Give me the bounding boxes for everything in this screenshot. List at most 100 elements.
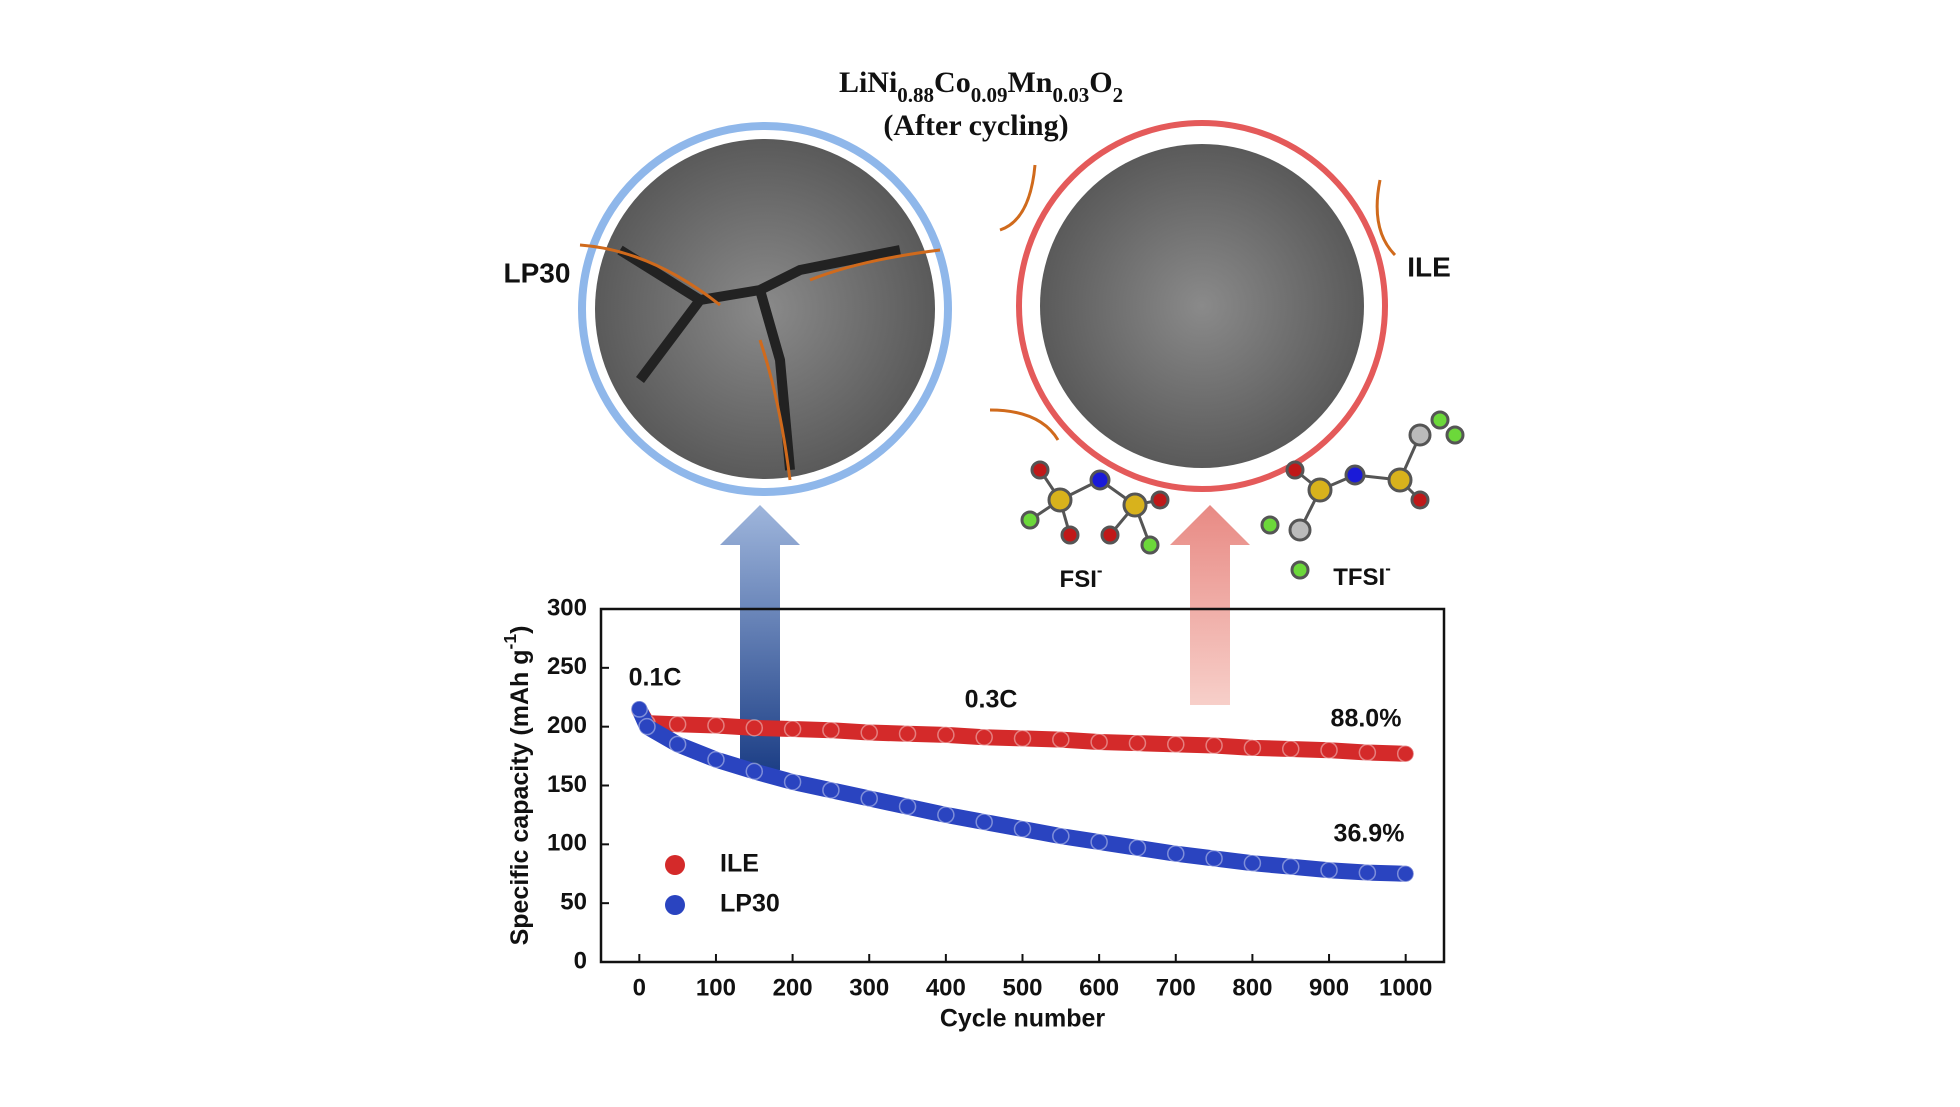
data-point <box>1013 820 1032 838</box>
data-point <box>1128 839 1147 857</box>
anion-label: TFSI- <box>1333 559 1391 591</box>
text-part: ) <box>506 626 534 634</box>
series-line <box>631 701 1414 882</box>
data-point <box>745 762 764 781</box>
data-point <box>1128 734 1147 752</box>
y-tick-label: 0 <box>574 947 587 974</box>
text-part: 0.03 <box>1052 83 1089 107</box>
y-tick-label: 50 <box>560 889 587 916</box>
y-tick-label: 200 <box>547 712 587 739</box>
chart: 0 100 200 300 400 500 600 700 800 900 1000 0 50 100 15… <box>500 594 1446 1033</box>
x-tick-label: 800 <box>1232 974 1272 1001</box>
data-point <box>1090 733 1108 751</box>
text-part: Specific capacity (mAh g <box>506 649 534 945</box>
x-tick-label: 500 <box>1002 974 1042 1001</box>
text-part: 0.88 <box>897 83 934 107</box>
data-point <box>668 735 687 754</box>
annotation: 0.3C <box>965 686 1018 714</box>
data-point <box>1320 741 1338 759</box>
legend-label: LP30 <box>720 890 780 918</box>
x-tick-label: 300 <box>849 974 889 1001</box>
y-tick-label: 250 <box>547 653 587 680</box>
text-part: O <box>1089 66 1112 99</box>
legend-marker <box>665 855 685 875</box>
data-point <box>937 806 955 824</box>
x-tick-label: 1000 <box>1379 974 1432 1001</box>
annotation: 0.1C <box>629 664 682 692</box>
data-point <box>822 781 840 799</box>
arrow <box>1170 505 1250 705</box>
data-point <box>937 726 955 744</box>
annotation: 88.0% <box>1331 705 1402 733</box>
data-point <box>745 719 764 737</box>
text-part: TFSI <box>1333 564 1385 591</box>
data-point <box>860 723 878 742</box>
y-tick-label: 300 <box>547 594 587 621</box>
data-point <box>707 716 725 735</box>
anion-label: FSI- <box>1060 561 1103 593</box>
arrow <box>720 505 800 770</box>
particle-label: ILE <box>1407 251 1451 282</box>
data-point <box>1281 857 1300 876</box>
ile-particle <box>989 120 1397 492</box>
data-point <box>1167 844 1185 863</box>
data-point <box>1358 743 1377 762</box>
text-part: 2 <box>1113 83 1124 107</box>
formula: LiNi0.88Co0.09Mn0.03O2 <box>839 66 1123 107</box>
data-point <box>783 773 802 791</box>
text-part: LiNi <box>839 66 897 99</box>
data-point <box>1358 863 1377 882</box>
annotation: 36.9% <box>1334 820 1405 848</box>
lp30-particle <box>578 122 952 496</box>
x-tick-label: 900 <box>1309 974 1349 1001</box>
data-point <box>1396 744 1415 763</box>
x-tick-label: 0 <box>633 974 646 1001</box>
data-point <box>975 813 993 831</box>
x-tick-label: 100 <box>696 974 736 1001</box>
series-line <box>631 702 1414 762</box>
data-point <box>1320 861 1338 879</box>
x-tick-label: 700 <box>1156 974 1196 1001</box>
data-point <box>1205 736 1223 755</box>
text-part: - <box>1385 559 1391 578</box>
data-point <box>898 797 917 816</box>
data-point <box>975 728 993 747</box>
y-tick-label: 150 <box>547 771 587 798</box>
legend-label: ILE <box>720 850 759 878</box>
data-point <box>707 750 725 769</box>
data-point <box>1243 739 1262 757</box>
legend-marker <box>665 895 685 915</box>
data-point <box>1281 740 1300 758</box>
data-point <box>630 700 649 718</box>
data-point <box>1396 865 1415 883</box>
x-tick-label: 600 <box>1079 974 1119 1001</box>
y-axis-title: Specific capacity (mAh g-1) <box>500 626 534 946</box>
data-point <box>1090 833 1108 851</box>
text-part: 0.09 <box>971 83 1008 107</box>
text-part: FSI <box>1060 566 1097 593</box>
data-point <box>822 721 840 739</box>
x-tick-label: 200 <box>773 974 813 1001</box>
x-tick-label: 400 <box>926 974 966 1001</box>
x-axis-title: Cycle number <box>940 1005 1106 1033</box>
data-point <box>898 724 917 743</box>
text-part: -1 <box>500 634 520 650</box>
data-point <box>1205 849 1223 868</box>
data-point <box>783 720 802 738</box>
data-point <box>1052 730 1070 749</box>
text-part: - <box>1097 561 1103 580</box>
text-part: Co <box>934 66 971 99</box>
text-part: Mn <box>1007 66 1052 99</box>
y-tick-label: 100 <box>547 830 587 857</box>
data-point <box>668 715 687 734</box>
data-point <box>860 789 878 808</box>
particle-label: LP30 <box>504 257 571 288</box>
data-point <box>638 717 656 736</box>
data-point <box>1167 735 1185 754</box>
subtitle: (After cycling) <box>883 109 1068 142</box>
molecules <box>1020 410 1465 580</box>
data-point <box>1013 729 1032 748</box>
data-point <box>1243 854 1262 872</box>
data-point <box>1052 827 1070 845</box>
